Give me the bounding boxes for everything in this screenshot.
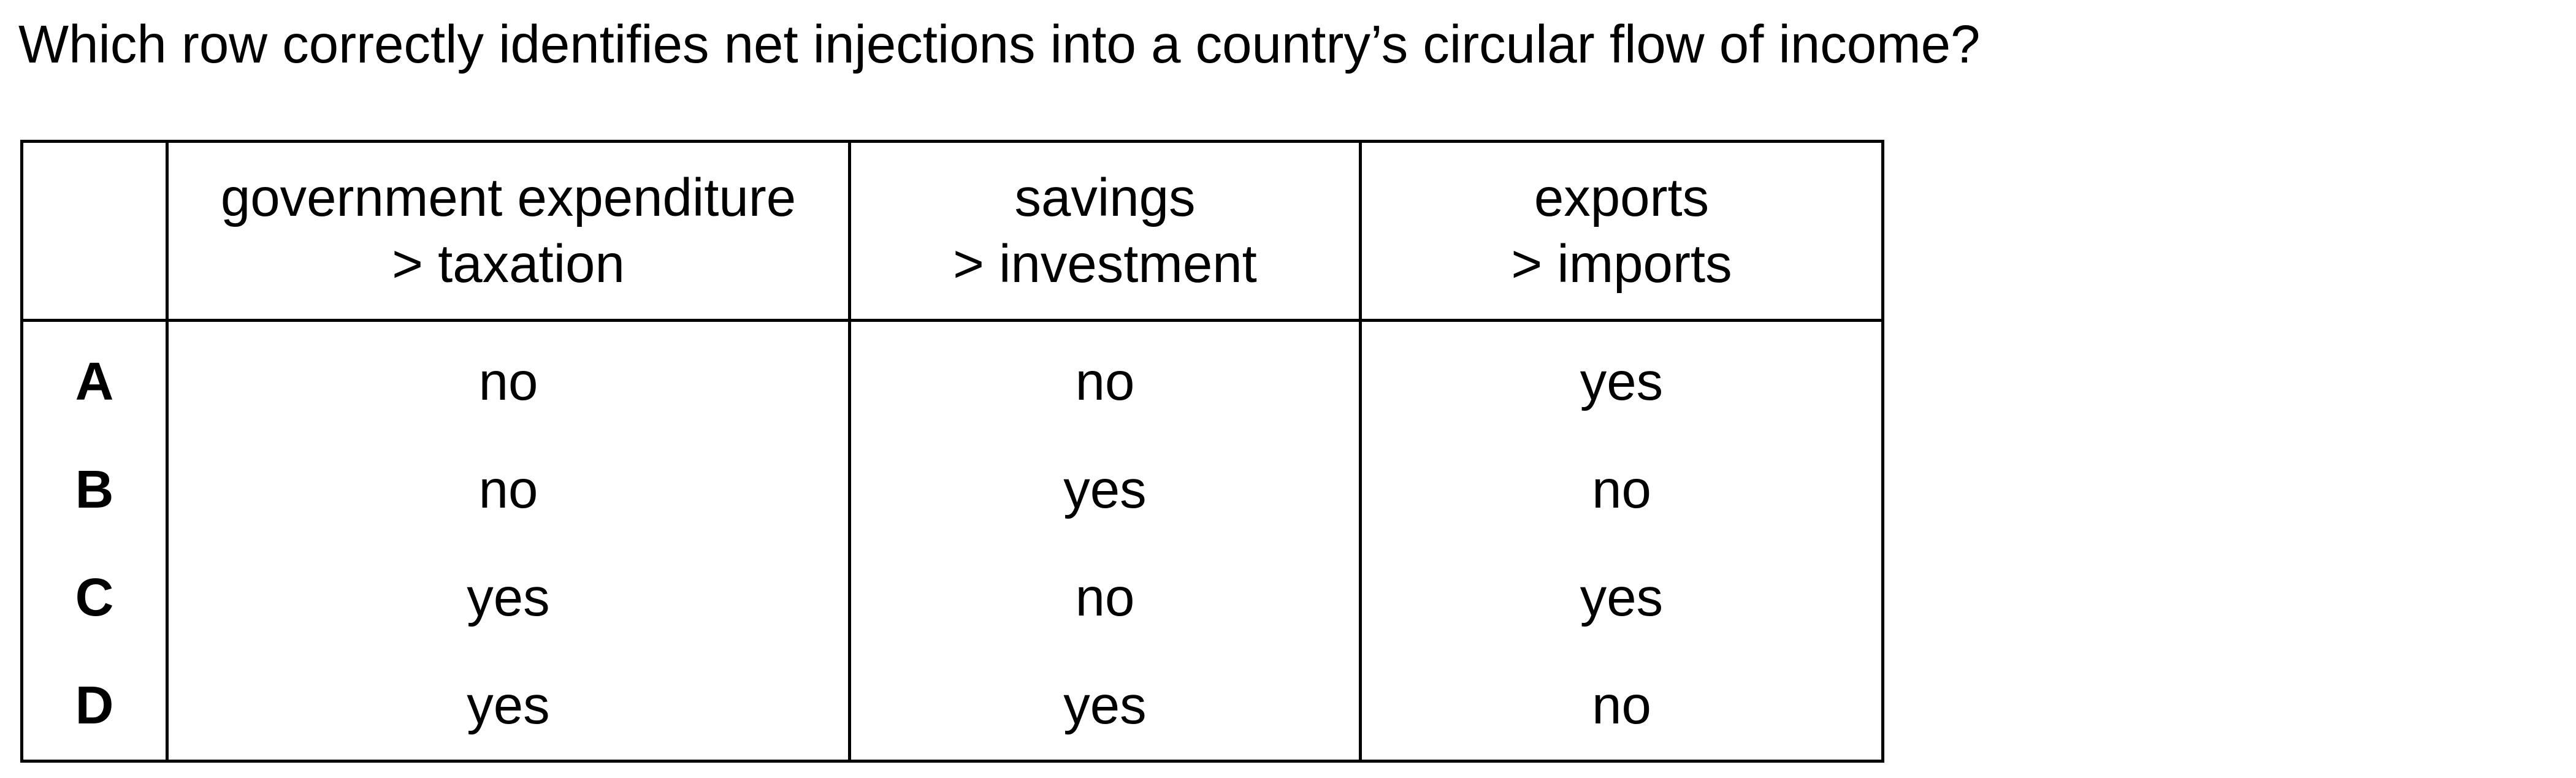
table-cell: yes	[1359, 320, 1883, 436]
answer-table: government expenditure > taxation saving…	[20, 140, 1884, 763]
table-row: D yes yes no	[22, 652, 1883, 761]
row-key: A	[75, 352, 114, 411]
row-key: D	[75, 676, 114, 735]
table-cell: yes	[166, 652, 850, 761]
header-line: > investment	[953, 234, 1257, 294]
table-cell: no	[848, 544, 1361, 652]
table-cell: no	[848, 320, 1361, 436]
table-row: B no yes no	[22, 436, 1883, 544]
table-cell: yes	[848, 652, 1361, 761]
row-key: B	[75, 460, 114, 519]
table-cell: no	[166, 320, 850, 436]
header-line: government expenditure	[220, 167, 797, 227]
row-key: C	[75, 568, 114, 627]
header-government-expenditure: government expenditure > taxation	[166, 141, 850, 322]
header-line: exports	[1534, 167, 1710, 227]
header-line: savings	[1014, 167, 1196, 227]
header-savings: savings > investment	[848, 141, 1361, 322]
table-row: A no no yes	[22, 320, 1883, 436]
table-row: C yes no yes	[22, 544, 1883, 652]
table-header-row: government expenditure > taxation saving…	[21, 141, 1883, 322]
table-cell: yes	[848, 436, 1361, 544]
header-empty-cell	[21, 141, 167, 322]
header-exports: exports > imports	[1359, 141, 1883, 322]
table-cell: no	[166, 436, 850, 544]
table-cell: no	[1359, 652, 1883, 761]
table-cell: yes	[166, 544, 850, 652]
question-text: Which row correctly identifies net injec…	[18, 15, 1981, 74]
table-cell: no	[1359, 436, 1883, 544]
table-cell: yes	[1359, 544, 1883, 652]
header-line: > taxation	[392, 234, 625, 294]
header-line: > imports	[1511, 234, 1732, 294]
